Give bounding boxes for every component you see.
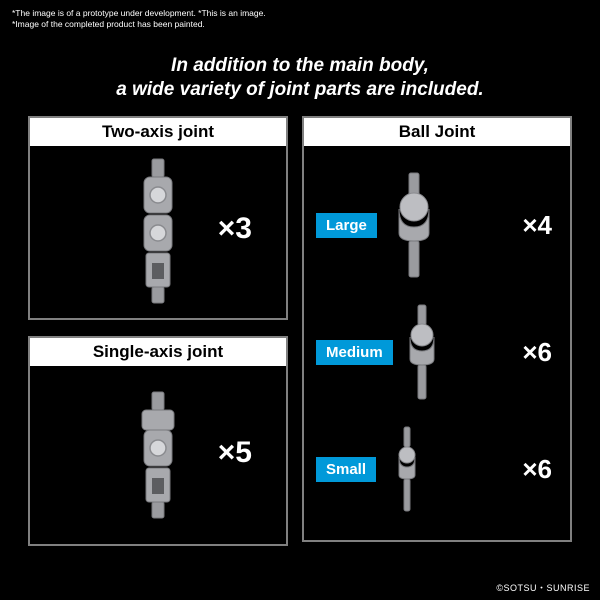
two-axis-joint-icon [130,157,186,307]
ball-joint-small-icon [392,425,422,515]
panel-title: Two-axis joint [30,118,286,146]
left-column: Two-axis joint ×3 Single-axis joint [28,116,288,546]
count-label: ×3 [218,212,252,246]
right-column: Ball Joint Large ×4 Medium [302,116,572,546]
panel-body: Large ×4 Medium [304,146,570,540]
panel-title: Single-axis joint [30,338,286,366]
count-label: ×6 [522,454,552,485]
disclaimer-line: *Image of the completed product has been… [12,19,266,30]
panel-single-axis: Single-axis joint ×5 [28,336,288,546]
count-label: ×5 [218,436,252,470]
panel-two-axis: Two-axis joint ×3 [28,116,288,320]
headline-line: In addition to the main body, [0,54,600,78]
panel-title: Ball Joint [304,118,570,146]
disclaimer: *The image is of a prototype under devel… [12,8,266,30]
disclaimer-line: *The image is of a prototype under devel… [12,8,266,19]
size-tag: Large [316,213,377,238]
headline-line: a wide variety of joint parts are includ… [0,78,600,102]
size-tag: Medium [316,340,393,365]
ball-joint-large-icon [391,171,437,281]
count-label: ×4 [522,210,552,241]
ball-row-small: Small ×6 [304,425,570,515]
ball-row-medium: Medium ×6 [304,303,570,403]
size-tag: Small [316,457,376,482]
single-axis-joint-icon [130,390,186,520]
count-label: ×6 [522,337,552,368]
panel-body: ×5 [30,366,286,544]
panel-ball-joint: Ball Joint Large ×4 Medium [302,116,572,542]
ball-joint-medium-icon [403,303,441,403]
panels-grid: Two-axis joint ×3 Single-axis joint [0,116,600,546]
copyright: ©SOTSU・SUNRISE [496,581,590,594]
panel-body: ×3 [30,146,286,318]
ball-row-large: Large ×4 [304,171,570,281]
